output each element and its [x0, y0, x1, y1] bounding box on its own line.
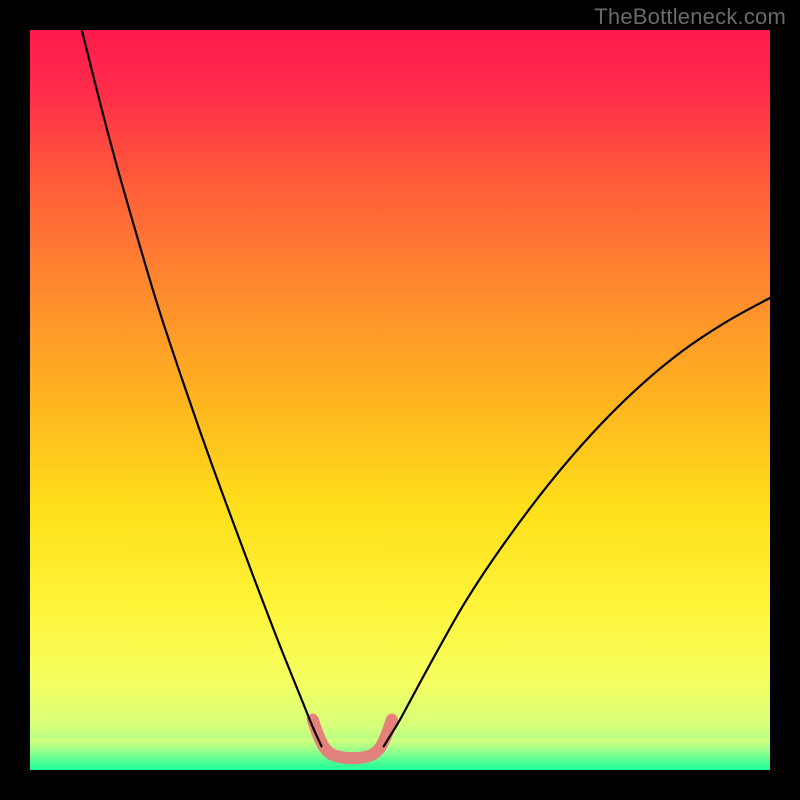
chart-area: [30, 30, 770, 770]
curve-left: [82, 30, 322, 746]
curve-right: [384, 298, 770, 746]
watermark-text: TheBottleneck.com: [594, 4, 786, 30]
curve-highlight: [313, 720, 392, 758]
chart-svg: [30, 30, 770, 770]
